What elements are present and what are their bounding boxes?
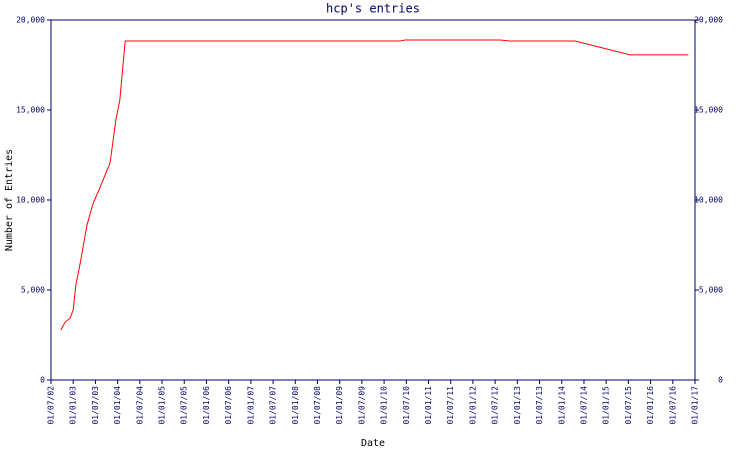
y-axis-label: Number of Entries <box>4 149 15 251</box>
y2-tick-label: 20,000 <box>694 16 723 25</box>
x-tick-label: 01/07/09 <box>357 386 366 425</box>
x-tick-label: 01/01/12 <box>468 386 477 425</box>
x-tick-label: 01/01/14 <box>557 386 566 425</box>
y2-tick-label: 0 <box>718 376 723 385</box>
y2-tick-label: 10,000 <box>694 196 723 205</box>
x-tick-label: 01/07/06 <box>224 386 233 425</box>
y-tick-label: 15,000 <box>16 106 45 115</box>
data-line <box>60 39 689 331</box>
x-tick-label: 01/07/12 <box>491 386 500 425</box>
chart-title: hcp's entries <box>326 2 420 16</box>
y-tick-label: 10,000 <box>16 196 45 205</box>
x-tick-label: 01/01/04 <box>113 386 122 425</box>
x-tick-label: 01/07/11 <box>446 386 455 425</box>
x-tick-label: 01/01/17 <box>691 386 700 425</box>
x-tick-label: 01/01/09 <box>335 386 344 425</box>
x-tick-label: 01/07/14 <box>579 386 588 425</box>
plot-frame <box>50 19 696 381</box>
x-tick-label: 01/07/04 <box>135 386 144 425</box>
x-tick-label: 01/01/13 <box>513 386 522 425</box>
x-tick-label: 01/01/11 <box>424 386 433 425</box>
x-tick-label: 01/07/15 <box>624 386 633 425</box>
x-axis-label: Date <box>361 438 385 449</box>
x-tick-label: 01/07/07 <box>269 386 278 425</box>
x-tick-label: 01/01/07 <box>246 386 255 425</box>
x-tick-label: 01/01/10 <box>380 386 389 425</box>
x-tick-label: 01/01/03 <box>69 386 78 425</box>
x-tick-label: 01/07/10 <box>402 386 411 425</box>
y-tick-label: 5,000 <box>21 286 45 295</box>
x-tick-label: 01/07/13 <box>535 386 544 425</box>
y2-tick-label: 15,000 <box>694 106 723 115</box>
x-tick-label: 01/01/15 <box>602 386 611 425</box>
x-tick-label: 01/07/16 <box>668 386 677 425</box>
x-tick-label: 01/07/05 <box>180 386 189 425</box>
x-tick-label: 01/01/06 <box>202 386 211 425</box>
y2-tick-label: 5,000 <box>699 286 723 295</box>
y-tick-label: 20,000 <box>16 16 45 25</box>
y-tick-label: 0 <box>40 376 45 385</box>
x-tick-label: 01/01/08 <box>291 386 300 425</box>
x-tick-label: 01/07/08 <box>313 386 322 425</box>
x-tick-label: 01/01/16 <box>646 386 655 425</box>
x-tick-label: 01/01/05 <box>158 386 167 425</box>
x-tick-label: 01/07/03 <box>91 386 100 425</box>
x-tick-label: 01/07/02 <box>47 386 56 425</box>
